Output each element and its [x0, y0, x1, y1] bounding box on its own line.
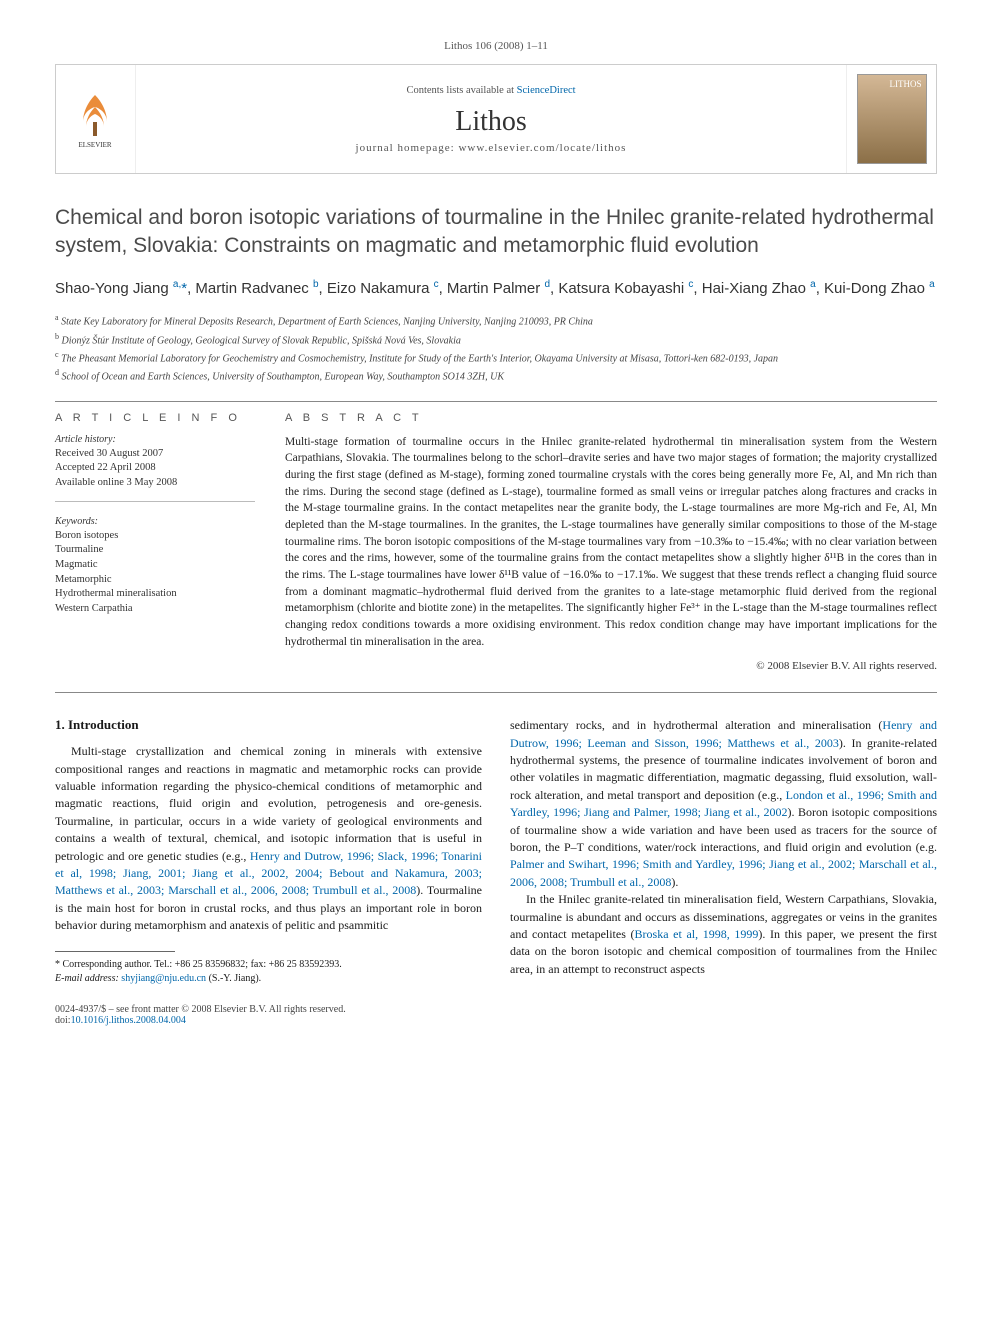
journal-cover-thumbnail: LITHOS — [857, 74, 927, 164]
accepted-date: Accepted 22 April 2008 — [55, 461, 255, 476]
keyword: Metamorphic — [55, 573, 255, 588]
history-heading: Article history: — [55, 434, 255, 445]
keywords-heading: Keywords: — [55, 516, 255, 527]
intro-paragraph-3: In the Hnilec granite-related tin minera… — [510, 891, 937, 978]
received-date: Received 30 August 2007 — [55, 447, 255, 462]
abstract-copyright: © 2008 Elsevier B.V. All rights reserved… — [285, 660, 937, 672]
journal-homepage: journal homepage: www.elsevier.com/locat… — [356, 142, 627, 154]
keyword: Hydrothermal mineralisation — [55, 587, 255, 602]
corresp-email-author: (S.-Y. Jiang). — [209, 973, 262, 984]
keyword: Tourmaline — [55, 543, 255, 558]
article-info-column: A R T I C L E I N F O Article history: R… — [55, 412, 255, 673]
online-date: Available online 3 May 2008 — [55, 476, 255, 491]
abstract-heading: A B S T R A C T — [285, 412, 937, 424]
affiliation-line: a State Key Laboratory for Mineral Depos… — [55, 312, 937, 329]
contents-list-line: Contents lists available at ScienceDirec… — [406, 85, 575, 96]
affiliation-line: b Dionýz Štúr Institute of Geology, Geol… — [55, 331, 937, 348]
contents-prefix: Contents lists available at — [406, 85, 516, 96]
page-footer: 0024-4937/$ – see front matter © 2008 El… — [55, 1004, 937, 1026]
cover-label: LITHOS — [890, 79, 922, 89]
masthead-center: Contents lists available at ScienceDirec… — [136, 65, 846, 173]
section-1-heading: 1. Introduction — [55, 717, 482, 733]
journal-masthead: ELSEVIER Contents lists available at Sci… — [55, 64, 937, 174]
divider-rule-2 — [55, 692, 937, 693]
keywords-list: Boron isotopesTourmalineMagmaticMetamorp… — [55, 529, 255, 617]
author-list: Shao-Yong Jiang a,*, Martin Radvanec b, … — [55, 277, 937, 301]
front-matter-line: 0024-4937/$ – see front matter © 2008 El… — [55, 1004, 346, 1015]
intro-paragraph-1: Multi-stage crystallization and chemical… — [55, 743, 482, 934]
body-column-left: 1. Introduction Multi-stage crystallizat… — [55, 717, 482, 985]
running-head: Lithos 106 (2008) 1–11 — [55, 40, 937, 52]
keyword: Western Carpathia — [55, 602, 255, 617]
keyword: Magmatic — [55, 558, 255, 573]
elsevier-tree-logo: ELSEVIER — [68, 87, 123, 152]
article-title: Chemical and boron isotopic variations o… — [55, 204, 937, 261]
corresp-line: * Corresponding author. Tel.: +86 25 835… — [55, 958, 482, 972]
footnote-rule — [55, 951, 175, 952]
divider-rule — [55, 401, 937, 402]
abstract-text: Multi-stage formation of tourmaline occu… — [285, 434, 937, 651]
corresp-email-link[interactable]: shyjiang@nju.edu.cn — [121, 973, 206, 984]
email-label: E-mail address: — [55, 973, 119, 984]
svg-text:ELSEVIER: ELSEVIER — [78, 141, 111, 149]
sciencedirect-link[interactable]: ScienceDirect — [517, 85, 576, 96]
abstract-column: A B S T R A C T Multi-stage formation of… — [285, 412, 937, 673]
intro-paragraph-2: sedimentary rocks, and in hydrothermal a… — [510, 717, 937, 891]
affiliation-line: c The Pheasant Memorial Laboratory for G… — [55, 349, 937, 366]
article-info-heading: A R T I C L E I N F O — [55, 412, 255, 424]
corresponding-author-footnote: * Corresponding author. Tel.: +86 25 835… — [55, 958, 482, 986]
body-column-right: sedimentary rocks, and in hydrothermal a… — [510, 717, 937, 985]
keyword: Boron isotopes — [55, 529, 255, 544]
journal-name: Lithos — [455, 106, 527, 138]
publisher-logo-cell: ELSEVIER — [56, 65, 136, 173]
doi-link[interactable]: 10.1016/j.lithos.2008.04.004 — [71, 1015, 186, 1026]
affiliation-line: d School of Ocean and Earth Sciences, Un… — [55, 367, 937, 384]
doi-label: doi: — [55, 1015, 71, 1026]
affiliations: a State Key Laboratory for Mineral Depos… — [55, 312, 937, 384]
cover-thumb-cell: LITHOS — [846, 65, 936, 173]
